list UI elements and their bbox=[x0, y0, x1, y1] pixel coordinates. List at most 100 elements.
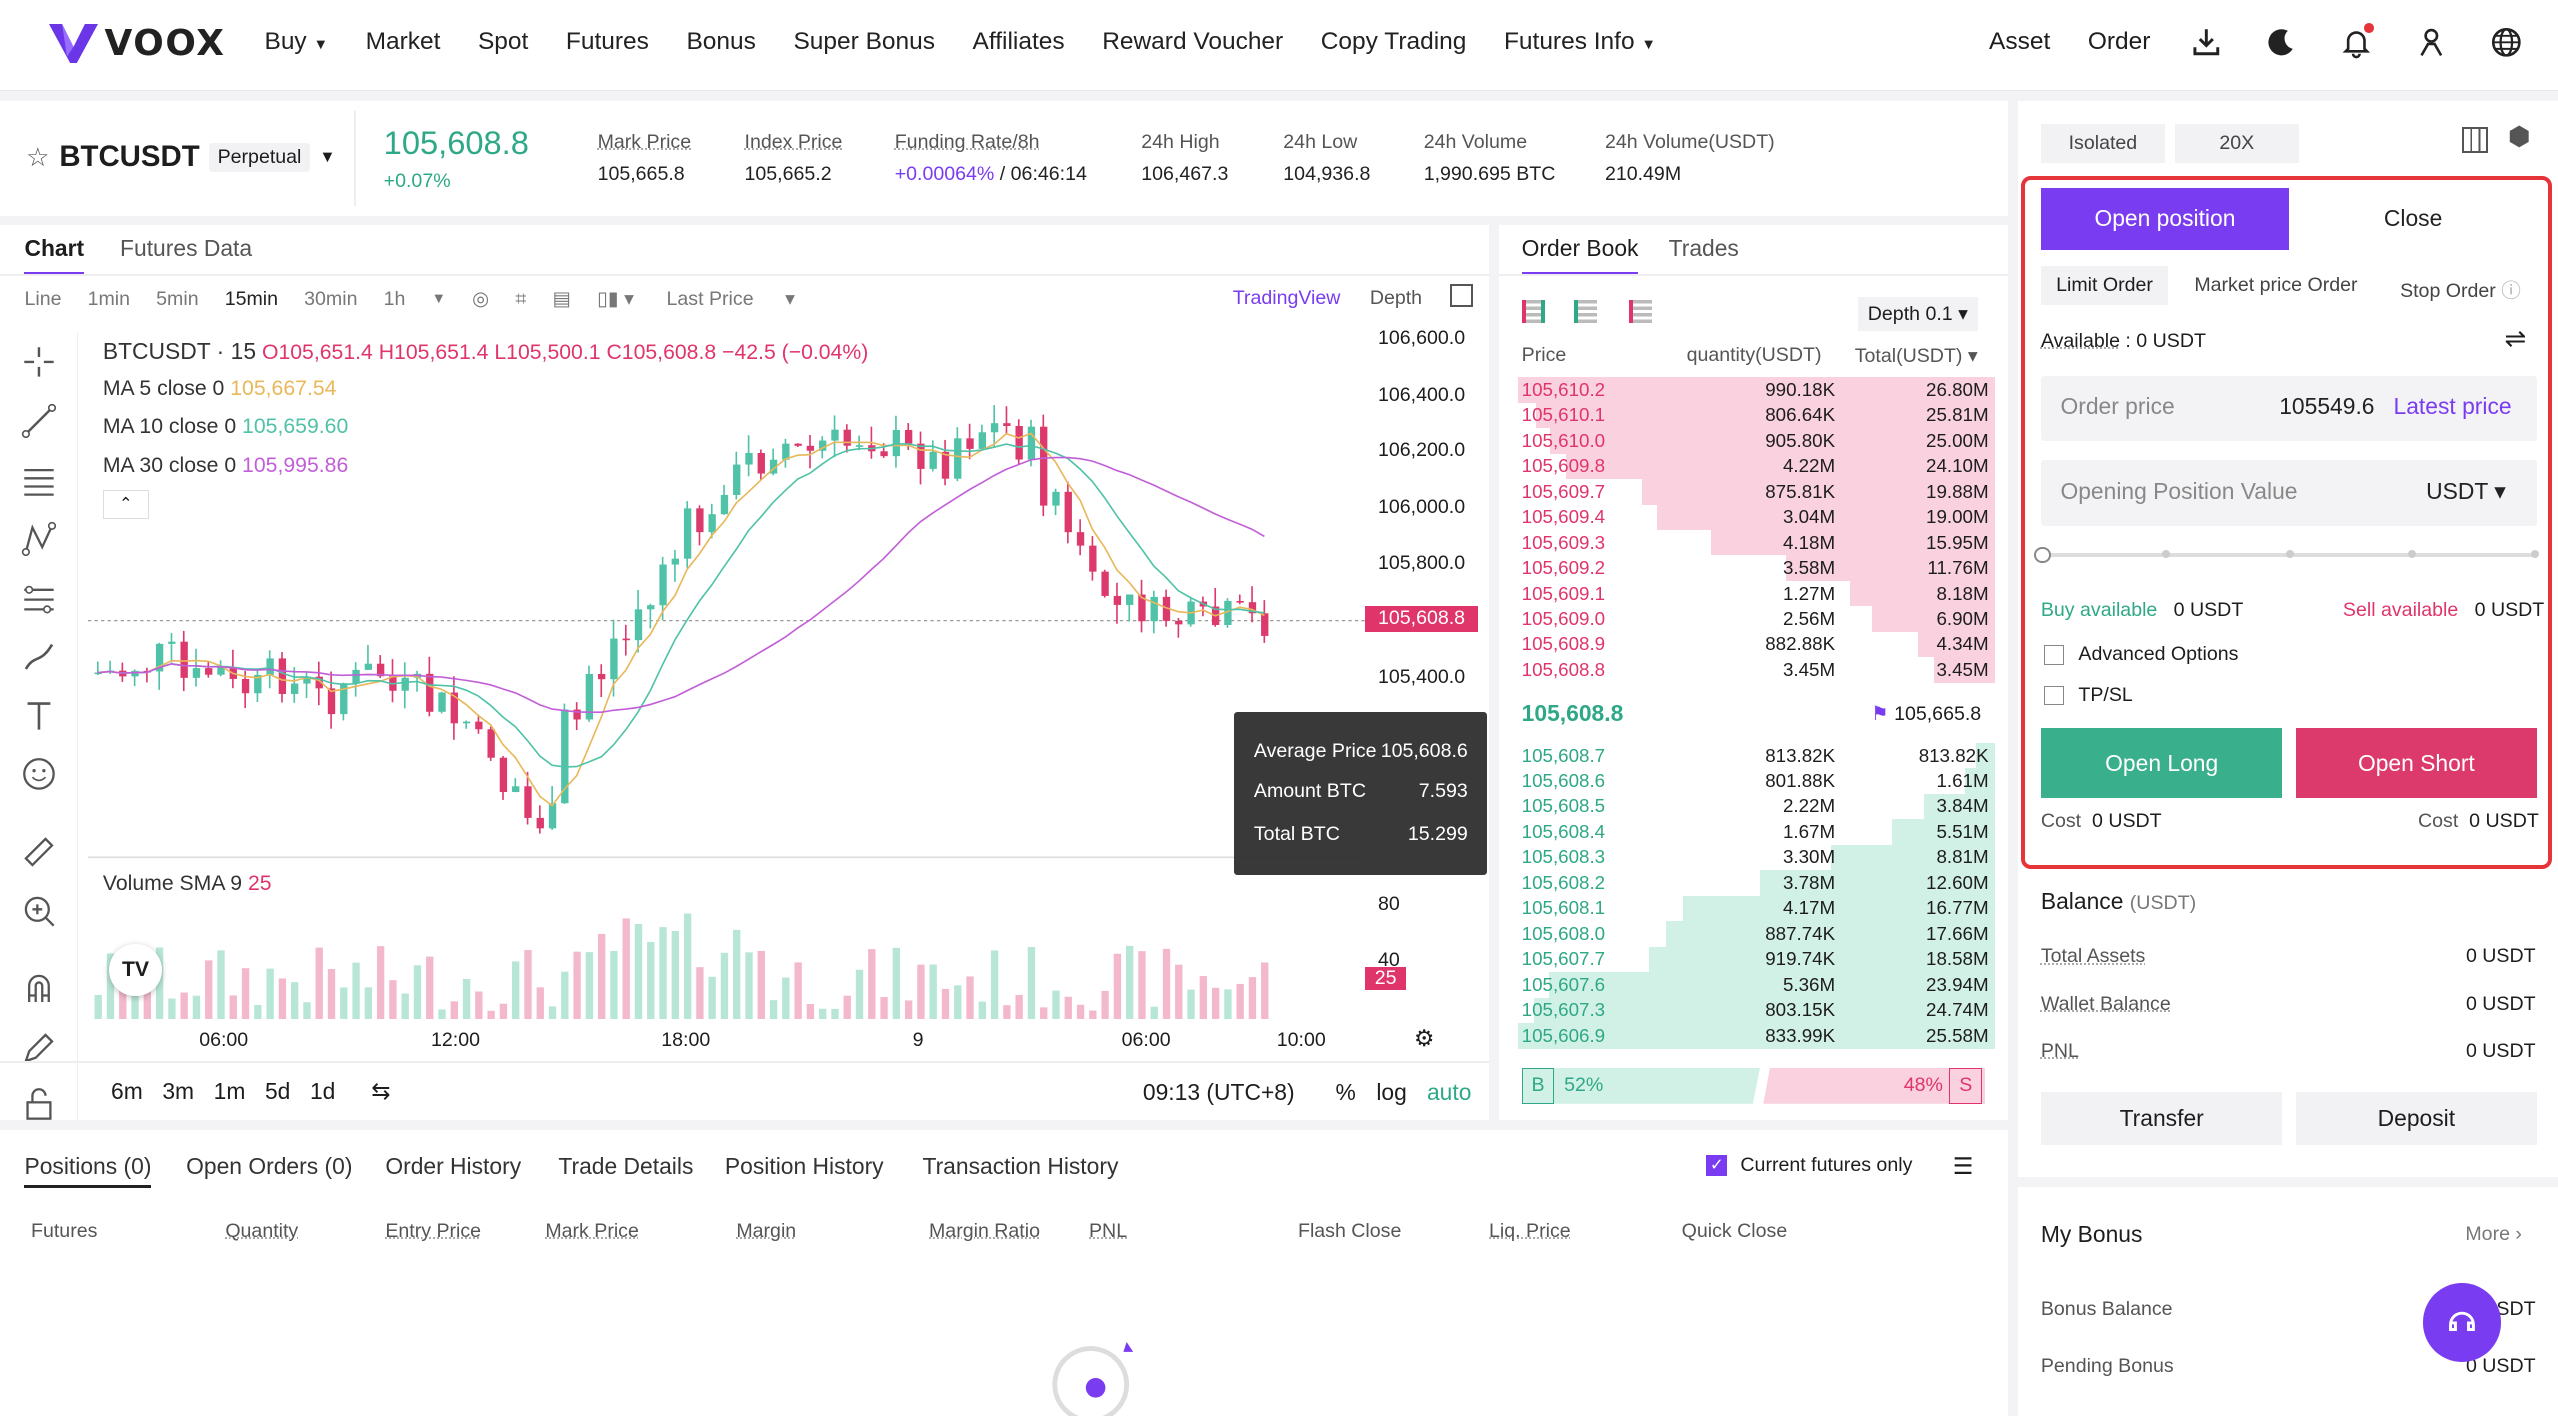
current-futures-only-checkbox[interactable]: ✓ Current futures only bbox=[1706, 1154, 1912, 1177]
text-tool-icon[interactable] bbox=[20, 696, 59, 735]
fullscreen-icon[interactable] bbox=[1449, 284, 1473, 307]
nav-spot[interactable]: Spot bbox=[477, 27, 529, 55]
tab-trades[interactable]: Trades bbox=[1668, 235, 1739, 262]
ask-row[interactable]: 105,609.3 4.18M 15.95M bbox=[1518, 529, 1996, 556]
forecast-icon[interactable] bbox=[20, 578, 59, 617]
ask-row[interactable]: 105,609.8 4.22M 24.10M bbox=[1518, 453, 1996, 480]
chevron-down-icon[interactable]: ▼ bbox=[431, 291, 447, 308]
advanced-options-checkbox[interactable]: Advanced Options bbox=[2044, 643, 2238, 666]
brush-icon[interactable] bbox=[20, 637, 59, 676]
user-icon[interactable] bbox=[2412, 23, 2451, 62]
tab-positions[interactable]: Positions (0) bbox=[24, 1153, 152, 1188]
ask-row[interactable]: 105,610.2 990.18K 26.80M bbox=[1518, 377, 1996, 403]
market-order-tab[interactable]: Market price Order bbox=[2194, 274, 2358, 297]
interval-1h[interactable]: 1h bbox=[383, 287, 406, 310]
magnet-icon[interactable] bbox=[20, 970, 59, 1009]
ruler-icon[interactable] bbox=[20, 833, 59, 872]
position-value-field[interactable]: Opening Position Value USDT ▾ bbox=[2040, 460, 2538, 526]
nav-buy[interactable]: Buy ▼ bbox=[264, 28, 328, 56]
tradingview-toggle[interactable]: TradingView bbox=[1232, 287, 1341, 310]
settings-gear-icon[interactable]: ⚙ bbox=[1413, 1025, 1435, 1052]
percent-toggle[interactable]: % bbox=[1335, 1079, 1356, 1106]
bid-row[interactable]: 105,608.0 887.74K 17.66M bbox=[1518, 921, 1996, 947]
nav-reward-voucher[interactable]: Reward Voucher bbox=[1102, 27, 1284, 55]
open-short-button[interactable]: Open Short bbox=[2295, 728, 2538, 799]
ask-row[interactable]: 105,609.7 875.81K 19.88M bbox=[1518, 479, 1996, 505]
emoji-icon[interactable] bbox=[20, 754, 59, 793]
bid-row[interactable]: 105,606.9 833.99K 25.58M bbox=[1518, 1023, 1996, 1049]
tradingview-logo-icon[interactable]: TV bbox=[109, 943, 162, 996]
download-icon[interactable] bbox=[2186, 23, 2225, 62]
limit-order-tab[interactable]: Limit Order bbox=[2040, 266, 2169, 306]
nav-asset[interactable]: Asset bbox=[1989, 28, 2051, 56]
tab-open-orders[interactable]: Open Orders (0) bbox=[186, 1152, 353, 1179]
bid-row[interactable]: 105,608.3 3.30M 8.81M bbox=[1518, 844, 1996, 871]
interval-15min[interactable]: 15min bbox=[224, 287, 279, 310]
open-position-tab[interactable]: Open position bbox=[2040, 187, 2290, 250]
tab-order-history[interactable]: Order History bbox=[385, 1152, 522, 1179]
position-slider[interactable] bbox=[2034, 546, 2539, 564]
candle-style-icon[interactable]: ▯▮ ▾ bbox=[597, 288, 634, 311]
globe-icon[interactable] bbox=[2487, 23, 2526, 62]
pencil-lock-icon[interactable] bbox=[20, 1029, 59, 1068]
bonus-more-link[interactable]: More › bbox=[2465, 1222, 2522, 1245]
trend-line-icon[interactable] bbox=[20, 402, 59, 441]
nav-futures-info[interactable]: Futures Info ▼ bbox=[1504, 28, 1656, 56]
filter-icon[interactable]: ☰ bbox=[1952, 1152, 1974, 1179]
bid-row[interactable]: 105,608.5 2.22M 3.84M bbox=[1518, 793, 1996, 820]
latest-price-button[interactable]: Latest price bbox=[2393, 393, 2512, 420]
bid-row[interactable]: 105,607.3 803.15K 24.74M bbox=[1518, 997, 1996, 1024]
auto-toggle[interactable]: auto bbox=[1426, 1079, 1472, 1106]
deposit-button[interactable]: Deposit bbox=[2295, 1092, 2538, 1145]
support-chat-icon[interactable] bbox=[2422, 1283, 2502, 1362]
view-bids-icon[interactable] bbox=[1573, 300, 1597, 324]
nav-bonus[interactable]: Bonus bbox=[686, 27, 756, 55]
bid-row[interactable]: 105,608.6 801.88K 1.61M bbox=[1518, 768, 1996, 794]
zoom-in-icon[interactable] bbox=[20, 891, 59, 930]
nav-affiliates[interactable]: Affiliates bbox=[972, 27, 1065, 55]
go-to-date-icon[interactable]: ⇆ bbox=[371, 1077, 391, 1104]
tab-chart[interactable]: Chart bbox=[24, 235, 85, 275]
bell-icon[interactable] bbox=[2336, 22, 2375, 62]
bid-row[interactable]: 105,608.4 1.67M 5.51M bbox=[1518, 819, 1996, 845]
order-price-field[interactable]: Order price 105549.6 Latest price bbox=[2040, 375, 2538, 441]
interval-5min[interactable]: 5min bbox=[156, 287, 199, 310]
nav-copy-trading[interactable]: Copy Trading bbox=[1320, 27, 1467, 55]
crosshair-icon[interactable] bbox=[20, 343, 59, 382]
range-5d[interactable]: 5d bbox=[264, 1077, 291, 1104]
leverage-button[interactable]: 20X bbox=[2174, 124, 2299, 164]
chart-type-icon[interactable]: ⌗ bbox=[515, 287, 527, 310]
range-1d[interactable]: 1d bbox=[309, 1077, 336, 1104]
tab-trade-details[interactable]: Trade Details bbox=[558, 1152, 694, 1179]
tab-transaction-history[interactable]: Transaction History bbox=[922, 1152, 1119, 1179]
interval-1min[interactable]: 1min bbox=[87, 287, 131, 310]
close-tab[interactable]: Close bbox=[2289, 187, 2538, 250]
symbol-selector[interactable]: ☆ BTCUSDT Perpetual ▼ bbox=[26, 140, 335, 174]
range-3m[interactable]: 3m bbox=[162, 1077, 195, 1104]
bid-row[interactable]: 105,608.7 813.82K 813.82K bbox=[1518, 742, 1996, 769]
ask-row[interactable]: 105,608.9 882.88K 4.34M bbox=[1518, 631, 1996, 658]
indicator-icon[interactable]: ◎ bbox=[472, 288, 490, 311]
nav-order[interactable]: Order bbox=[2087, 28, 2151, 56]
ask-row[interactable]: 105,610.0 905.80K 25.00M bbox=[1518, 428, 1996, 454]
template-icon[interactable]: ▤ bbox=[552, 288, 571, 311]
nav-market[interactable]: Market bbox=[365, 27, 441, 55]
interval-line[interactable]: Line bbox=[24, 287, 62, 310]
range-1m[interactable]: 1m bbox=[213, 1077, 246, 1104]
tab-order-book[interactable]: Order Book bbox=[1521, 235, 1639, 275]
tpsl-checkbox[interactable]: TP/SL bbox=[2044, 684, 2133, 707]
swap-icon[interactable]: ⇌ bbox=[2504, 323, 2527, 354]
bid-row[interactable]: 105,607.6 5.36M 23.94M bbox=[1518, 972, 1996, 998]
chart-clock[interactable]: 09:13 (UTC+8) bbox=[1142, 1079, 1295, 1106]
transfer-button[interactable]: Transfer bbox=[2040, 1092, 2283, 1145]
nav-super-bonus[interactable]: Super Bonus bbox=[793, 27, 935, 55]
ask-row[interactable]: 105,609.2 3.58M 11.76M bbox=[1518, 555, 1996, 581]
ask-row[interactable]: 105,609.1 1.27M 8.18M bbox=[1518, 580, 1996, 607]
view-both-icon[interactable] bbox=[1521, 300, 1545, 324]
open-long-button[interactable]: Open Long bbox=[2040, 728, 2283, 799]
pattern-icon[interactable] bbox=[20, 519, 59, 558]
unit-select[interactable]: USDT ▾ bbox=[2426, 478, 2506, 505]
moon-icon[interactable] bbox=[2261, 23, 2300, 62]
tab-futures-data[interactable]: Futures Data bbox=[120, 235, 253, 262]
ask-row[interactable]: 105,608.8 3.45M 3.45M bbox=[1518, 657, 1996, 683]
